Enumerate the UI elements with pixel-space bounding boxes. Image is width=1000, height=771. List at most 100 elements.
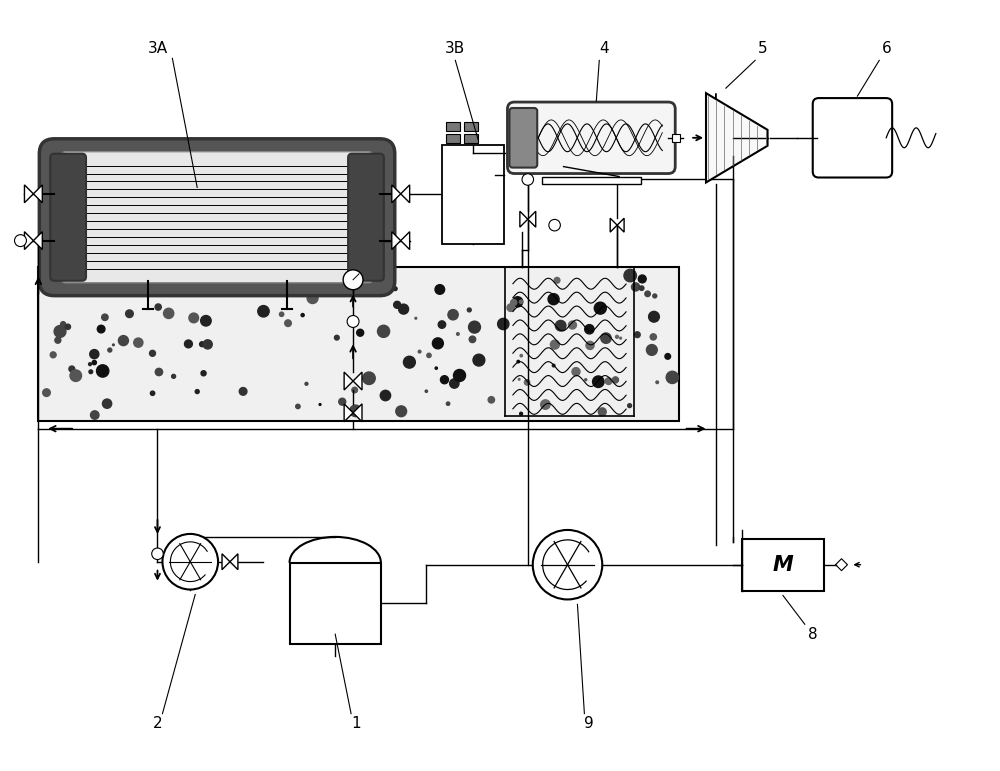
Circle shape	[548, 294, 559, 305]
FancyBboxPatch shape	[509, 108, 537, 167]
Circle shape	[97, 325, 105, 333]
Circle shape	[185, 340, 192, 348]
Circle shape	[427, 353, 431, 358]
Circle shape	[541, 400, 550, 409]
Circle shape	[572, 368, 580, 375]
Polygon shape	[528, 211, 536, 227]
Circle shape	[155, 304, 161, 310]
Circle shape	[55, 337, 61, 343]
Circle shape	[108, 348, 112, 352]
Circle shape	[488, 396, 495, 403]
Circle shape	[65, 324, 71, 329]
Circle shape	[638, 275, 646, 283]
Bar	[464, 134, 478, 143]
Bar	[464, 122, 478, 131]
Bar	[38, 267, 679, 421]
Circle shape	[594, 302, 606, 314]
Circle shape	[418, 350, 421, 353]
Circle shape	[164, 308, 174, 318]
Circle shape	[524, 379, 530, 385]
Circle shape	[554, 278, 560, 283]
Circle shape	[518, 379, 520, 380]
Circle shape	[446, 402, 450, 406]
FancyBboxPatch shape	[50, 153, 86, 281]
Circle shape	[347, 282, 353, 288]
Circle shape	[435, 367, 437, 369]
Polygon shape	[520, 211, 528, 227]
Circle shape	[601, 333, 611, 343]
Circle shape	[266, 283, 270, 288]
Circle shape	[568, 321, 576, 329]
Circle shape	[67, 269, 74, 276]
Polygon shape	[706, 93, 768, 183]
Bar	[446, 122, 460, 131]
Bar	[290, 563, 381, 644]
Bar	[742, 539, 824, 591]
Circle shape	[118, 335, 128, 345]
Polygon shape	[617, 218, 624, 232]
Circle shape	[550, 340, 559, 349]
Circle shape	[450, 379, 459, 388]
Polygon shape	[230, 554, 238, 570]
Polygon shape	[344, 372, 353, 390]
Circle shape	[440, 375, 448, 384]
Circle shape	[457, 332, 459, 335]
Text: 6: 6	[882, 41, 892, 56]
Circle shape	[54, 325, 66, 338]
Bar	[672, 134, 680, 142]
Circle shape	[438, 321, 446, 328]
Circle shape	[339, 398, 346, 406]
Circle shape	[150, 350, 155, 356]
Circle shape	[650, 334, 656, 340]
Circle shape	[352, 387, 357, 393]
Circle shape	[593, 376, 604, 388]
Circle shape	[425, 390, 427, 392]
Circle shape	[195, 389, 199, 393]
Circle shape	[448, 310, 458, 320]
Circle shape	[307, 292, 318, 304]
Circle shape	[513, 297, 523, 307]
Circle shape	[393, 287, 397, 291]
Polygon shape	[222, 554, 230, 570]
Polygon shape	[24, 231, 33, 250]
Bar	[442, 145, 504, 244]
Circle shape	[432, 338, 443, 348]
Circle shape	[605, 378, 612, 385]
Circle shape	[520, 412, 523, 415]
Polygon shape	[33, 231, 42, 250]
Circle shape	[552, 364, 555, 367]
Circle shape	[105, 282, 112, 289]
Polygon shape	[392, 231, 401, 250]
FancyBboxPatch shape	[348, 153, 384, 281]
Text: 3B: 3B	[445, 41, 465, 56]
Circle shape	[639, 286, 644, 291]
Circle shape	[654, 312, 656, 314]
Circle shape	[189, 313, 199, 323]
Circle shape	[92, 361, 96, 365]
Circle shape	[435, 284, 445, 295]
Circle shape	[201, 315, 211, 326]
Circle shape	[102, 399, 112, 409]
Circle shape	[307, 271, 319, 283]
Circle shape	[394, 301, 401, 308]
Circle shape	[377, 325, 390, 338]
Circle shape	[61, 322, 66, 327]
Circle shape	[549, 220, 560, 231]
Circle shape	[533, 530, 602, 599]
Circle shape	[275, 274, 284, 284]
Circle shape	[70, 370, 82, 382]
Circle shape	[89, 362, 91, 365]
Circle shape	[242, 284, 248, 290]
Circle shape	[296, 404, 300, 409]
FancyBboxPatch shape	[39, 139, 395, 295]
Polygon shape	[353, 404, 362, 422]
Circle shape	[598, 408, 606, 416]
Circle shape	[517, 360, 520, 363]
Circle shape	[285, 320, 291, 326]
Circle shape	[624, 269, 636, 281]
Polygon shape	[24, 185, 33, 203]
Circle shape	[258, 305, 269, 317]
Circle shape	[69, 366, 75, 372]
Text: M: M	[773, 554, 793, 574]
Circle shape	[43, 389, 50, 396]
